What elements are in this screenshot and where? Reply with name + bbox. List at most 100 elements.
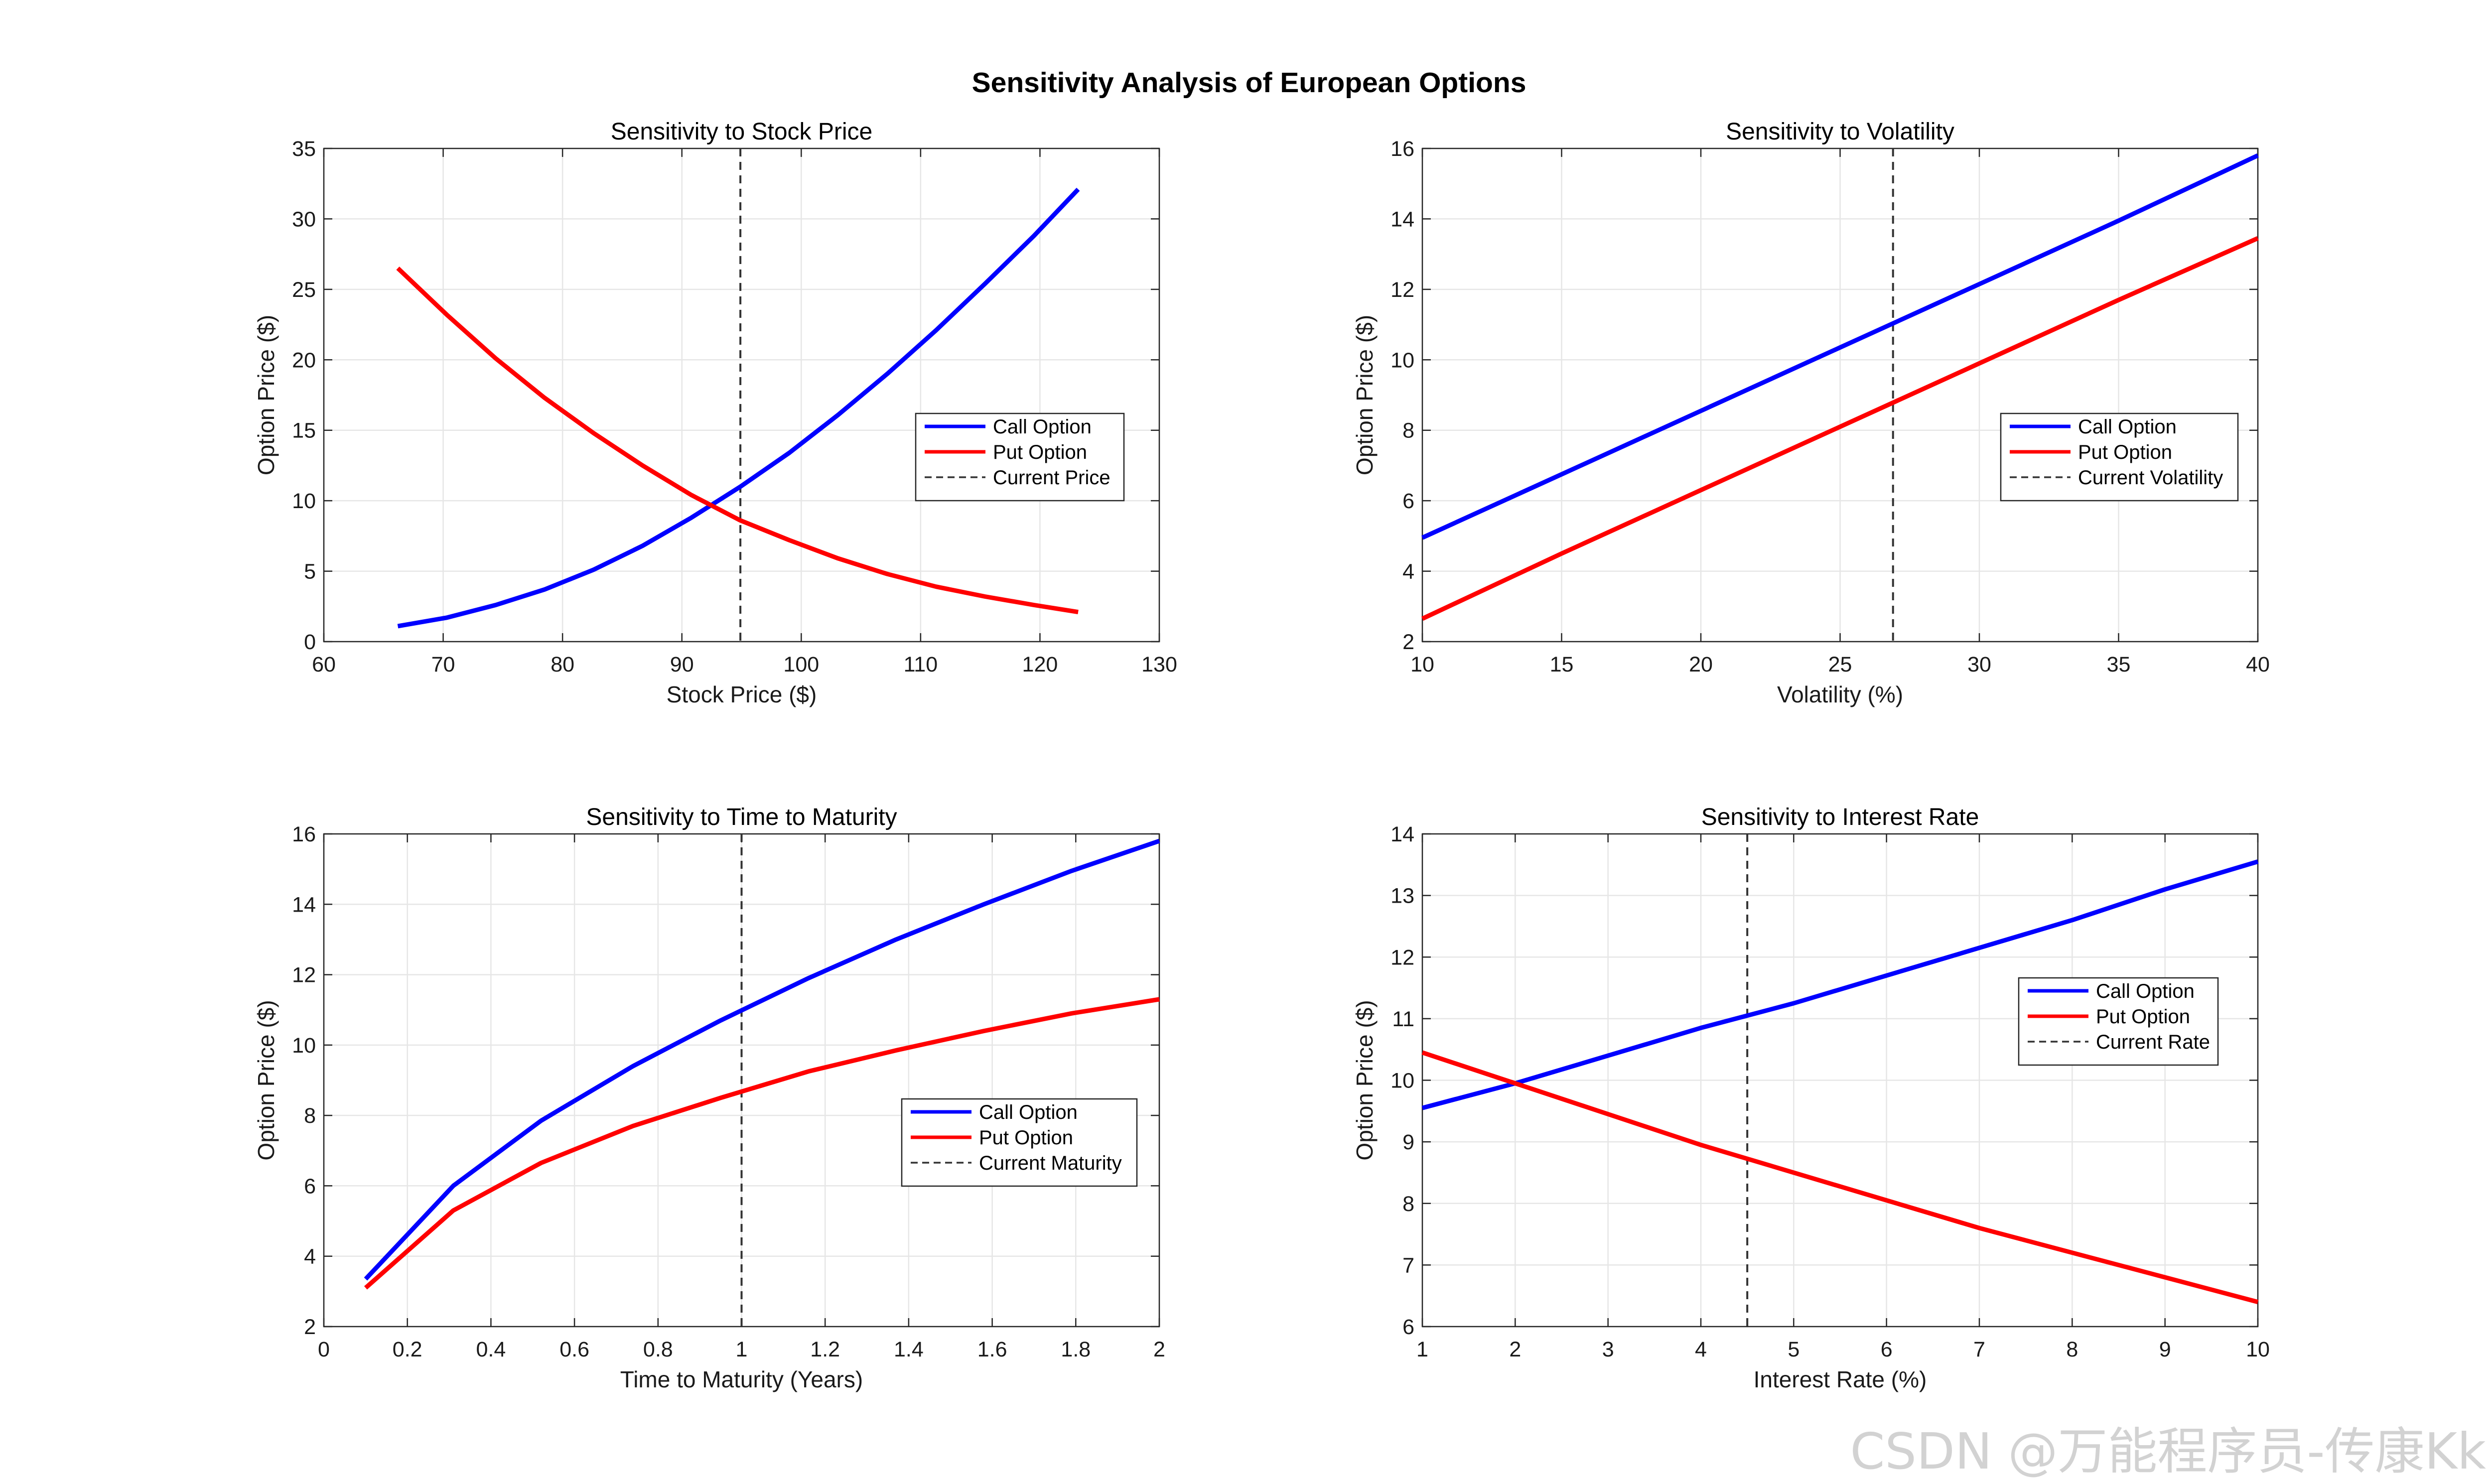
x-tick-label: 4 — [1695, 1338, 1707, 1361]
legend: Call Option Put Option Current Volatility — [2000, 412, 2239, 502]
x-tick-label: 120 — [1022, 653, 1058, 676]
y-tick-label: 6 — [304, 1174, 316, 1198]
put-option-line — [1421, 236, 2259, 621]
legend-label: Put Option — [2096, 1006, 2190, 1028]
x-tick-label: 7 — [1973, 1338, 1985, 1361]
y-tick-label: 16 — [292, 822, 316, 846]
x-tick-label: 25 — [1828, 653, 1852, 676]
ticks — [1421, 147, 2259, 643]
axes-box — [323, 147, 1160, 643]
y-tick-label: 11 — [1392, 1007, 1414, 1031]
x-tick-label: 10 — [1410, 653, 1434, 676]
y-tick-label: 2 — [1402, 630, 1414, 654]
y-tick-label: 5 — [304, 560, 316, 584]
legend-label: Put Option — [993, 441, 1087, 463]
y-axis-label: Option Price ($) — [1352, 1000, 1378, 1160]
subplot-2: 10 15 20 25 30 35 40 2 4 6 8 10 12 14 16 Volatility (%)… — [1352, 119, 2270, 707]
y-tick-label: 4 — [304, 1245, 316, 1269]
y-tick-label: 25 — [292, 278, 316, 302]
ticks — [1421, 833, 2259, 1328]
x-tick-label: 35 — [2107, 653, 2131, 676]
y-axis-label: Option Price ($) — [253, 315, 279, 475]
x-tick-label: 2 — [1509, 1338, 1521, 1361]
x-tick-label: 90 — [670, 653, 694, 676]
x-tick-label: 80 — [551, 653, 574, 676]
y-tick-label: 14 — [1390, 207, 1414, 231]
x-tick-label: 3 — [1602, 1338, 1614, 1361]
x-tick-label: 1.2 — [810, 1338, 840, 1361]
y-tick-label: 10 — [292, 1034, 316, 1058]
y-tick-label: 16 — [1390, 137, 1414, 161]
subplot-title: Sensitivity to Time to Maturity — [586, 804, 897, 830]
x-tick-label: 0.4 — [476, 1338, 506, 1361]
x-tick-label: 100 — [783, 653, 819, 676]
legend-label: Call Option — [979, 1101, 1078, 1123]
y-tick-label: 10 — [1390, 1069, 1414, 1093]
x-tick-label: 10 — [2246, 1338, 2270, 1361]
y-tick-label: 8 — [1402, 1192, 1414, 1216]
x-tick-label: 130 — [1141, 653, 1177, 676]
x-tick-label: 1.4 — [894, 1338, 924, 1361]
x-tick-label: 70 — [431, 653, 455, 676]
y-tick-label: 12 — [1390, 945, 1414, 969]
y-tick-label: 15 — [292, 419, 316, 443]
x-tick-label: 20 — [1689, 653, 1713, 676]
legend-label: Current Volatility — [2078, 467, 2223, 489]
ticks — [323, 147, 1160, 643]
grid — [323, 147, 1160, 643]
y-axis-label: Option Price ($) — [1352, 315, 1378, 475]
x-tick-label: 0.8 — [643, 1338, 673, 1361]
x-axis-label: Time to Maturity (Years) — [620, 1366, 863, 1392]
y-tick-label: 2 — [304, 1315, 316, 1339]
x-tick-label: 9 — [2159, 1338, 2171, 1361]
legend: Call Option Put Option Current Price — [915, 412, 1125, 502]
y-tick-label: 12 — [292, 963, 316, 987]
x-axis-label: Volatility (%) — [1777, 681, 1903, 707]
y-tick-label: 13 — [1390, 884, 1414, 908]
x-tick-label: 0 — [318, 1338, 330, 1361]
y-axis-label: Option Price ($) — [253, 1000, 279, 1160]
y-tick-label: 14 — [292, 893, 316, 917]
subplot-3: 0 0.2 0.4 0.6 0.8 1 1.2 1.4 1.6 1.8 2 2 4 6 8 10 12 14 16 T… — [253, 804, 1165, 1392]
legend-label: Put Option — [2078, 441, 2172, 463]
x-axis-label: Stock Price ($) — [667, 681, 817, 707]
legend: Call Option Put Option Current Rate — [2018, 977, 2219, 1066]
y-tick-label: 7 — [1402, 1253, 1414, 1277]
watermark: CSDN @万能程序员-传康Kk — [1850, 1422, 2486, 1481]
legend-label: Current Rate — [2096, 1031, 2210, 1053]
x-tick-label: 15 — [1550, 653, 1574, 676]
x-tick-label: 110 — [904, 653, 938, 676]
x-axis-label: Interest Rate (%) — [1754, 1366, 1927, 1392]
x-tick-label: 40 — [2246, 653, 2270, 676]
subplot-grid: 60 70 80 90 100 110 120 13005101520253035Stock … — [253, 119, 2270, 1392]
call-option-line — [397, 187, 1080, 629]
put-option-line — [364, 997, 1160, 1290]
y-tick-label: 9 — [1402, 1130, 1414, 1154]
y-tick-label: 8 — [1402, 419, 1414, 443]
y-tick-label: 35 — [292, 137, 316, 161]
legend-label: Call Option — [2096, 980, 2195, 1002]
y-tick-label: 6 — [1402, 489, 1414, 513]
legend-label: Call Option — [993, 416, 1092, 438]
legend-label: Current Price — [993, 467, 1110, 489]
y-tick-label: 14 — [1390, 822, 1414, 846]
x-tick-label: 1.6 — [977, 1338, 1007, 1361]
x-tick-label: 0.6 — [559, 1338, 589, 1361]
subplot-title: Sensitivity to Volatility — [1726, 119, 1954, 145]
x-tick-label: 8 — [2066, 1338, 2078, 1361]
subplot-title: Sensitivity to Interest Rate — [1701, 804, 1979, 830]
put-option-line — [396, 267, 1079, 615]
legend: Call Option Put Option Current Maturity — [901, 1098, 1138, 1187]
y-tick-label: 10 — [292, 489, 316, 513]
legend-label: Put Option — [979, 1127, 1073, 1149]
y-tick-label: 12 — [1390, 278, 1414, 302]
x-tick-label: 30 — [1967, 653, 1991, 676]
plot-area — [324, 148, 1159, 642]
x-tick-label: 2 — [1153, 1338, 1165, 1361]
call-option-line — [1421, 859, 2259, 1110]
x-tick-label: 1.8 — [1061, 1338, 1091, 1361]
x-tick-label: 1 — [1416, 1338, 1428, 1361]
subplot-title: Sensitivity to Stock Price — [611, 119, 873, 145]
